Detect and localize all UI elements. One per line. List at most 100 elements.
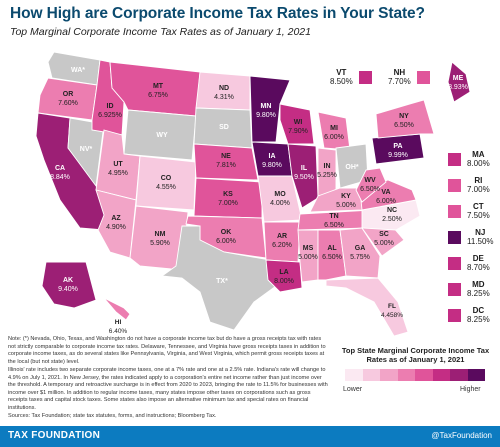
state-hi-rate: 6.40% bbox=[109, 328, 128, 335]
callout-nh-abbr: NH bbox=[393, 68, 406, 77]
callout-ct-rate: 7.50% bbox=[467, 211, 490, 221]
legend-swatch bbox=[380, 369, 398, 381]
state-il-abbr: IL bbox=[301, 165, 308, 172]
state-al-abbr: AL bbox=[327, 245, 337, 252]
state-ny-abbr: NY bbox=[399, 113, 409, 120]
state-in-rate: 5.25% bbox=[317, 172, 337, 179]
state-nd-abbr: ND bbox=[219, 85, 229, 92]
footer-bar: TAX FOUNDATION @TaxFoundation bbox=[0, 426, 500, 447]
state-ok-abbr: OK bbox=[221, 229, 232, 236]
legend-swatch bbox=[432, 369, 450, 381]
callout-ct-swatch bbox=[448, 204, 461, 218]
state-ny-rate: 6.50% bbox=[394, 122, 414, 129]
state-in-abbr: IN bbox=[324, 163, 331, 170]
state-tx-abbr: TX* bbox=[216, 278, 228, 285]
state-ak-shape bbox=[41, 261, 97, 309]
callout-ri-swatch bbox=[448, 178, 461, 192]
callout-nh-rate: 7.70% bbox=[388, 77, 411, 87]
state-ca-abbr: CA bbox=[55, 165, 65, 172]
note-paragraph-2: Illinois' rate includes two separate cor… bbox=[8, 367, 328, 411]
callout-ct-abbr: CT bbox=[473, 202, 484, 211]
state-mt-abbr: MT bbox=[153, 83, 164, 90]
note-paragraph-1: Note: (*) Nevada, Ohio, Texas, and Washi… bbox=[8, 336, 326, 365]
state-ks-abbr: KS bbox=[223, 191, 233, 198]
callout-ma-abbr: MA bbox=[472, 150, 485, 159]
map-subtitle: Top Marginal Corporate Income Tax Rates … bbox=[10, 26, 311, 38]
callout-md-abbr: MD bbox=[472, 280, 485, 289]
state-pa-abbr: PA bbox=[393, 143, 402, 150]
callout-de: DE 8.70% bbox=[448, 254, 490, 272]
legend-swatch bbox=[397, 369, 415, 381]
state-ga-rate: 5.75% bbox=[350, 254, 370, 261]
note-text: Note: (*) Nevada, Ohio, Texas, and Washi… bbox=[8, 336, 330, 413]
state-la-abbr: LA bbox=[279, 269, 288, 276]
state-il-shape bbox=[287, 143, 319, 209]
state-ms-rate: 5.00% bbox=[298, 254, 318, 261]
callout-ct: CT 7.50% bbox=[448, 202, 490, 220]
legend-swatch bbox=[467, 369, 485, 381]
legend-swatch bbox=[345, 369, 363, 381]
callout-ma-swatch bbox=[448, 152, 461, 166]
state-mi-abbr: MI bbox=[330, 125, 338, 132]
state-mn-shape bbox=[249, 75, 291, 143]
callout-dc-rate: 8.25% bbox=[467, 315, 490, 325]
state-az-shape bbox=[95, 189, 137, 259]
state-wv-rate: 6.50% bbox=[360, 186, 380, 193]
state-ne-abbr: NE bbox=[221, 153, 231, 160]
state-ia-rate: 9.80% bbox=[262, 162, 282, 169]
callout-de-rate: 8.70% bbox=[467, 263, 490, 273]
state-tx-shape bbox=[160, 225, 277, 331]
state-ut-rate: 4.95% bbox=[108, 170, 128, 177]
state-tn-abbr: TN bbox=[329, 213, 338, 220]
callout-vt-abbr: VT bbox=[336, 68, 347, 77]
state-co-abbr: CO bbox=[161, 175, 172, 182]
callout-md: MD 8.25% bbox=[448, 280, 490, 298]
state-co-rate: 4.55% bbox=[156, 184, 176, 191]
legend-low-label: Lower bbox=[343, 386, 363, 393]
state-mt-rate: 6.75% bbox=[148, 92, 168, 99]
callout-ma-rate: 8.00% bbox=[467, 159, 490, 169]
state-ar-rate: 6.20% bbox=[272, 242, 292, 249]
state-la-rate: 8.00% bbox=[274, 278, 294, 285]
state-nm-shape bbox=[129, 205, 189, 271]
state-pa-rate: 9.99% bbox=[388, 152, 408, 159]
callout-vt: VT 8.50% bbox=[330, 68, 372, 86]
state-nm-abbr: NM bbox=[155, 231, 166, 238]
state-ar-abbr: AR bbox=[277, 233, 287, 240]
state-oh-abbr: OH* bbox=[345, 164, 359, 171]
state-ia-abbr: IA bbox=[269, 153, 276, 160]
callout-nj-abbr: NJ bbox=[475, 228, 486, 237]
state-me-rate: 8.93% bbox=[448, 84, 468, 91]
state-az-abbr: AZ bbox=[111, 215, 121, 222]
footer-brand: TAX FOUNDATION bbox=[8, 430, 101, 441]
legend-color-scale bbox=[345, 369, 485, 381]
state-mn-abbr: MN bbox=[261, 103, 272, 110]
state-wi-abbr: WI bbox=[294, 119, 303, 126]
state-sc-rate: 5.00% bbox=[374, 240, 394, 247]
state-mi-rate: 6.00% bbox=[324, 134, 344, 141]
state-fl-shape bbox=[325, 277, 409, 337]
state-or-shape bbox=[37, 77, 98, 121]
map-title: How High are Corporate Income Tax Rates … bbox=[10, 5, 425, 22]
callout-ri-rate: 7.00% bbox=[467, 185, 490, 195]
state-ks-rate: 7.00% bbox=[218, 200, 238, 207]
state-va-abbr: VA bbox=[381, 189, 390, 196]
callout-dc-swatch bbox=[448, 308, 461, 322]
state-wa-abbr: WA* bbox=[71, 67, 85, 74]
callout-de-swatch bbox=[448, 256, 461, 270]
callout-nj-swatch bbox=[448, 230, 461, 244]
state-ms-shape bbox=[297, 229, 319, 283]
legend-swatch bbox=[450, 369, 468, 381]
state-hi-shape bbox=[103, 297, 131, 321]
state-nv-abbr: NV* bbox=[80, 146, 93, 153]
state-ak-abbr: AK bbox=[63, 277, 73, 284]
callout-ma: MA 8.00% bbox=[448, 150, 490, 168]
state-ga-shape bbox=[339, 227, 381, 279]
state-ne-rate: 7.81% bbox=[216, 162, 236, 169]
state-ms-abbr: MS bbox=[303, 245, 314, 252]
state-fl-abbr: FL bbox=[388, 303, 396, 310]
state-ca-rate: 8.84% bbox=[50, 174, 70, 181]
state-wy-abbr: WY bbox=[156, 132, 168, 139]
state-or-abbr: OR bbox=[63, 91, 74, 98]
legend-high-label: Higher bbox=[460, 386, 481, 393]
